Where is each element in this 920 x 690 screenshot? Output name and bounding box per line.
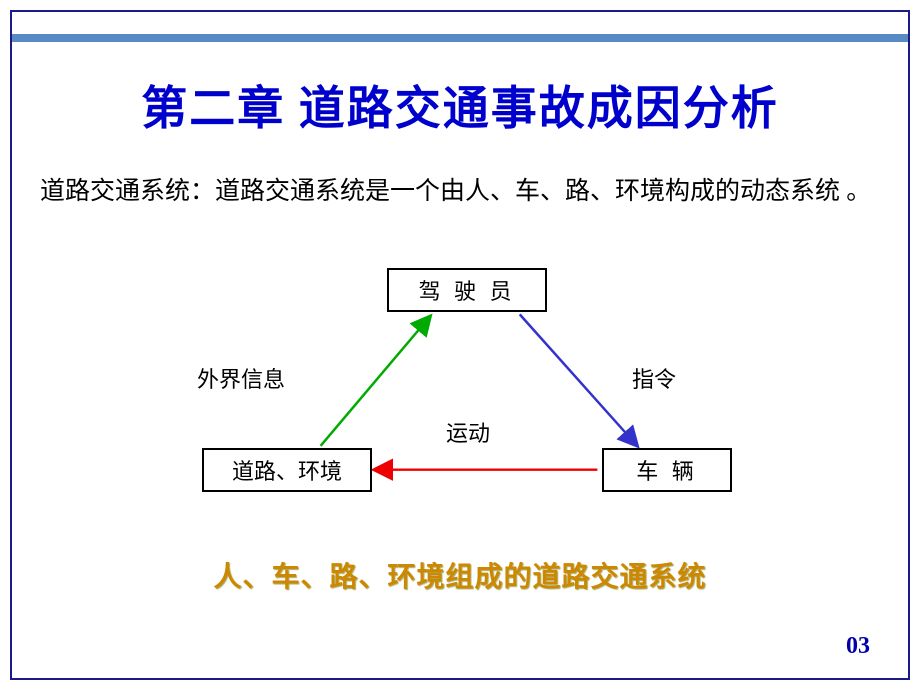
slide-title: 第二章 道路交通事故成因分析 [12, 72, 908, 138]
node-driver: 驾 驶 员 [387, 268, 547, 312]
node-road-env: 道路、环境 [202, 448, 372, 492]
flow-diagram: 驾 驶 员 道路、环境 车 辆 外界信息 指令 运动 [12, 260, 908, 540]
page-number: 03 [846, 633, 870, 660]
node-vehicle: 车 辆 [602, 448, 732, 492]
edge-road-driver [321, 316, 431, 445]
slide-description: 道路交通系统：道路交通系统是一个由人、车、路、环境构成的动态系统 。 [40, 172, 880, 212]
slide-frame: 第二章 道路交通事故成因分析 道路交通系统：道路交通系统是一个由人、车、路、环境… [10, 10, 910, 680]
edge-label-movement: 运动 [446, 416, 490, 448]
accent-bar [12, 34, 908, 42]
edge-label-external-info: 外界信息 [197, 362, 285, 394]
edge-label-command: 指令 [632, 362, 676, 394]
diagram-caption: 人、车、路、环境组成的道路交通系统 [12, 555, 908, 595]
node-driver-label: 驾 驶 员 [418, 274, 515, 306]
edge-driver-vehicle [520, 314, 637, 445]
node-road-label: 道路、环境 [232, 454, 342, 486]
node-vehicle-label: 车 辆 [636, 454, 698, 486]
